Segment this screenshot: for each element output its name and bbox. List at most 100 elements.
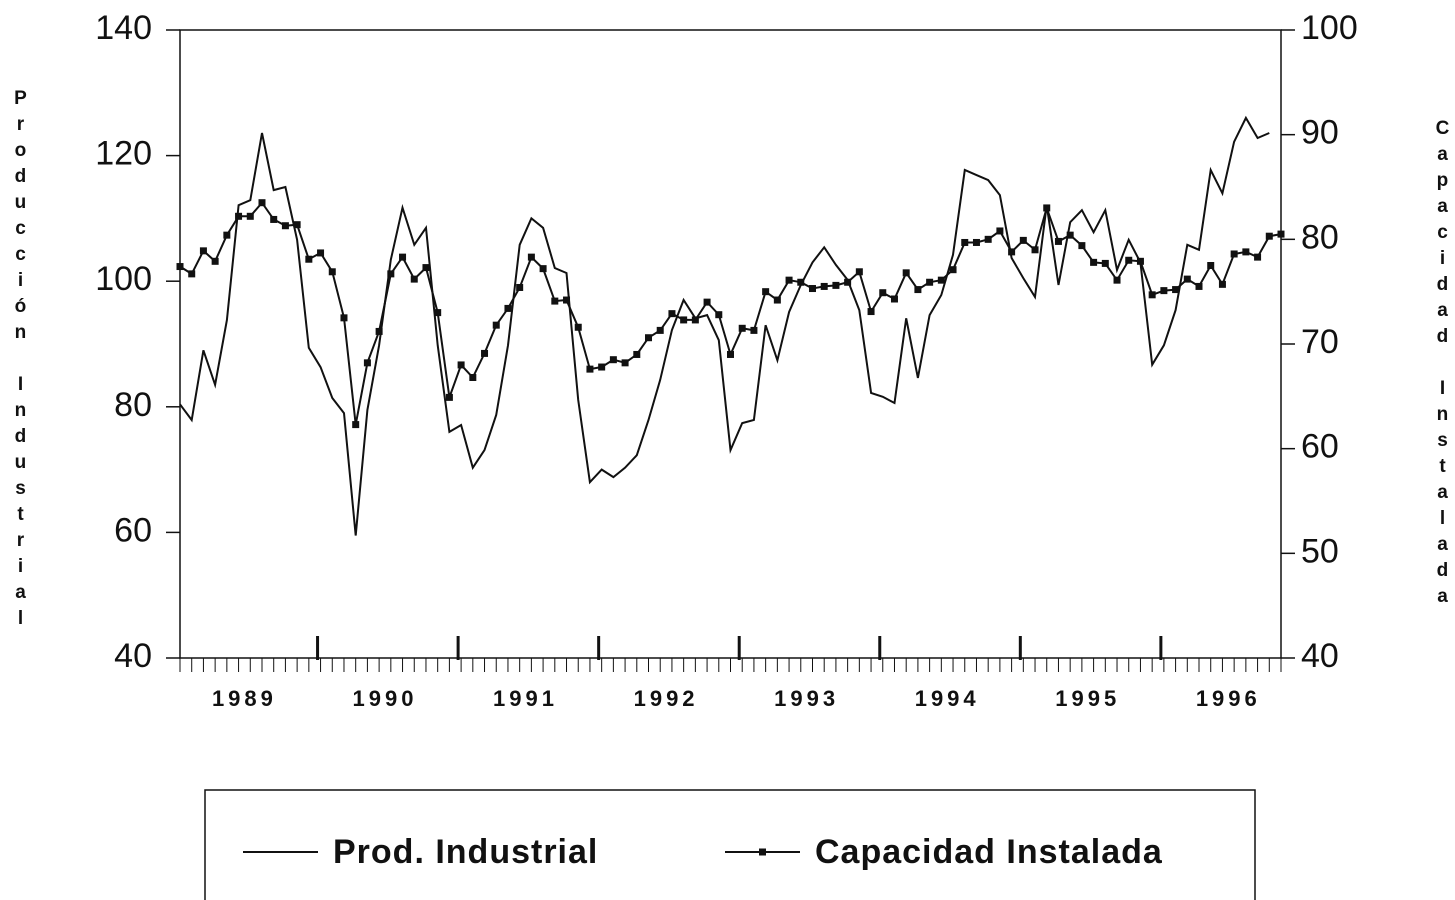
point-marker <box>949 266 957 274</box>
point-marker <box>563 296 571 304</box>
point-marker <box>937 276 945 284</box>
point-marker <box>445 393 453 401</box>
y-tick-label: 100 <box>95 260 152 298</box>
x-tick-label: 1992 <box>634 686 699 711</box>
point-marker <box>481 349 489 357</box>
point-marker <box>1148 291 1156 299</box>
y2-tick-label: 60 <box>1301 428 1339 466</box>
point-marker <box>820 282 828 290</box>
point-marker <box>609 356 617 364</box>
point-marker <box>422 264 430 272</box>
point-marker <box>1172 286 1180 294</box>
x-tick-label: 1994 <box>915 686 980 711</box>
y-tick-label: 40 <box>114 637 152 675</box>
point-marker <box>375 327 383 335</box>
point-marker <box>1277 230 1285 238</box>
point-marker <box>399 253 407 261</box>
point-marker <box>1230 250 1238 258</box>
point-marker <box>832 281 840 289</box>
point-marker <box>1195 282 1203 290</box>
y2-tick-label: 40 <box>1301 637 1339 675</box>
point-marker <box>890 295 898 303</box>
point-marker <box>387 270 395 278</box>
point-marker <box>914 286 922 294</box>
series-line <box>179 201 1282 425</box>
point-marker <box>1078 242 1086 250</box>
point-marker <box>1218 280 1226 288</box>
y-axis-label: Producción Industrial <box>10 88 31 634</box>
x-tick-label: 1996 <box>1196 686 1261 711</box>
point-marker <box>211 257 219 265</box>
y2-tick-label: 100 <box>1301 9 1358 47</box>
point-marker <box>879 289 887 297</box>
point-marker <box>527 253 535 261</box>
point-marker <box>539 265 547 273</box>
point-marker <box>598 363 606 371</box>
legend-label: Capacidad Instalada <box>815 833 1163 871</box>
point-marker <box>293 221 301 229</box>
point-marker <box>1054 237 1062 245</box>
point-marker <box>188 270 196 278</box>
point-marker <box>281 222 289 230</box>
point-marker <box>328 268 336 276</box>
point-marker <box>176 263 184 271</box>
point-marker <box>621 359 629 367</box>
y2-tick-label: 90 <box>1301 114 1339 152</box>
x-tick-label: 1993 <box>774 686 839 711</box>
point-marker <box>645 334 653 342</box>
point-marker <box>317 249 325 257</box>
y-tick-label: 80 <box>114 386 152 424</box>
series-line <box>179 115 1270 536</box>
point-marker <box>1254 253 1262 261</box>
y2-tick-label: 80 <box>1301 218 1339 256</box>
point-marker <box>258 199 266 207</box>
point-marker <box>961 238 969 246</box>
point-marker <box>235 212 243 220</box>
point-marker <box>1043 204 1051 212</box>
point-marker <box>270 215 278 223</box>
point-marker <box>516 283 524 291</box>
x-tick-label: 1990 <box>352 686 417 711</box>
legend-marker <box>759 848 766 856</box>
point-marker <box>656 326 664 334</box>
y-tick-label: 120 <box>95 135 152 173</box>
point-marker <box>773 296 781 304</box>
point-marker <box>1207 262 1215 269</box>
point-marker <box>750 326 758 334</box>
point-marker <box>797 278 805 286</box>
point-marker <box>340 314 348 322</box>
point-marker <box>1090 258 1098 266</box>
point-marker <box>1031 246 1039 254</box>
point-marker <box>199 247 207 255</box>
point-marker <box>680 316 688 324</box>
point-marker <box>715 311 723 319</box>
y-tick-label: 60 <box>114 511 152 549</box>
x-tick-label: 1991 <box>493 686 558 711</box>
plot-frame <box>179 29 1282 659</box>
point-marker <box>352 421 360 429</box>
point-marker <box>867 308 875 316</box>
point-marker <box>1101 259 1109 267</box>
point-marker <box>727 350 734 358</box>
point-marker <box>762 288 770 296</box>
point-marker <box>504 304 512 312</box>
point-marker <box>972 238 980 246</box>
legend-box <box>204 789 1256 900</box>
point-marker <box>1008 248 1016 256</box>
legend-label: Prod. Industrial <box>333 833 598 871</box>
point-marker <box>902 269 910 277</box>
point-marker <box>574 323 582 331</box>
point-marker <box>703 298 711 306</box>
point-marker <box>808 285 816 293</box>
point-marker <box>1019 236 1027 244</box>
point-marker <box>926 278 934 286</box>
point-marker <box>691 316 699 324</box>
point-marker <box>305 255 313 263</box>
x-tick-label: 1995 <box>1055 686 1120 711</box>
point-marker <box>855 268 863 276</box>
point-marker <box>492 321 500 329</box>
y2-tick-label: 50 <box>1301 532 1339 570</box>
point-marker <box>1125 256 1133 264</box>
